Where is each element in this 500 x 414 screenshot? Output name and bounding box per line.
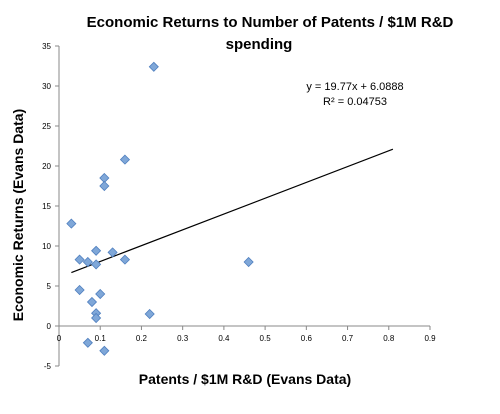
data-point <box>91 259 102 270</box>
y-tick-label: 35 <box>42 42 51 51</box>
data-point <box>99 180 110 192</box>
y-tick-label: 15 <box>42 202 51 211</box>
data-points <box>66 61 254 356</box>
chart-title-line-2: spending <box>226 36 293 53</box>
y-tick-label: 25 <box>42 122 51 131</box>
x-axis-ticks: 0 0.1 0.2 0.3 0.4 0.5 0.6 0.7 0.8 0.9 <box>57 326 436 343</box>
data-point <box>243 256 254 268</box>
trendline-r-squared: R² = 0.04753 <box>323 96 387 108</box>
data-point <box>144 308 155 320</box>
x-tick-label: 0.9 <box>424 334 436 343</box>
data-point <box>107 247 118 258</box>
data-point <box>95 288 106 300</box>
y-tick-label: -5 <box>44 362 52 371</box>
y-tick-label: 0 <box>47 322 52 331</box>
x-tick-label: 0.7 <box>342 334 354 343</box>
data-point <box>148 61 159 72</box>
x-tick-label: 0.1 <box>95 334 107 343</box>
data-point <box>86 296 98 308</box>
y-tick-label: 5 <box>47 282 52 291</box>
y-axis-ticks: -5 0 5 10 15 20 25 30 35 <box>42 42 59 371</box>
x-tick-label: 0.4 <box>218 334 230 343</box>
x-tick-label: 0.2 <box>136 334 148 343</box>
y-tick-label: 30 <box>42 82 51 91</box>
trendline <box>71 148 394 274</box>
trendline-equation: y = 19.77x + 6.0888 <box>306 81 403 93</box>
y-axis-title: Economic Returns (Evans Data) <box>10 109 26 321</box>
x-tick-label: 0.3 <box>177 334 189 343</box>
chart-title-line-1: Economic Returns to Number of Patents / … <box>87 14 454 31</box>
x-tick-label: 0.6 <box>301 334 313 343</box>
data-point <box>74 284 85 296</box>
data-point <box>82 256 93 268</box>
data-point <box>91 245 102 256</box>
x-tick-label: 0.5 <box>260 334 272 343</box>
data-point <box>82 337 93 348</box>
y-tick-label: 20 <box>42 162 51 171</box>
data-point <box>91 312 102 324</box>
x-axis-title: Patents / $1M R&D (Evans Data) <box>139 371 351 387</box>
x-tick-label: 0 <box>57 334 62 343</box>
x-tick-label: 0.8 <box>383 334 395 343</box>
y-tick-label: 10 <box>42 242 51 251</box>
data-point <box>119 254 131 265</box>
data-point <box>119 154 131 165</box>
data-point <box>99 345 110 356</box>
data-point <box>74 254 85 265</box>
data-point <box>66 218 77 229</box>
